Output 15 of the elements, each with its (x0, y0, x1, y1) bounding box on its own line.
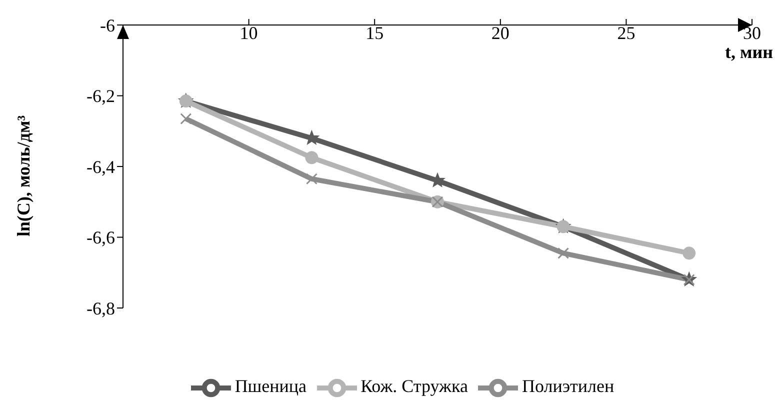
y-tick-label: -6,2 (86, 86, 115, 106)
legend-label: Полиэтилен (522, 376, 614, 396)
x-axis-title: t, мин (725, 42, 773, 62)
legend-label: Пшеница (234, 376, 307, 396)
x-tick-label: 15 (366, 23, 384, 43)
y-axis-title: ln(C), моль/дм³ (13, 114, 34, 236)
x-tick-label: 20 (491, 23, 510, 43)
x-tick-label: 30 (743, 23, 761, 43)
y-tick-label: -6 (100, 15, 115, 36)
y-tick-label: -6,6 (86, 228, 115, 248)
y-tick-label: -6,4 (86, 156, 115, 177)
legend-label: Кож. Стружка (360, 376, 468, 396)
y-tick-label: -6,8 (86, 298, 115, 318)
x-tick-label: 10 (240, 23, 258, 43)
x-tick-label: 25 (617, 23, 636, 43)
